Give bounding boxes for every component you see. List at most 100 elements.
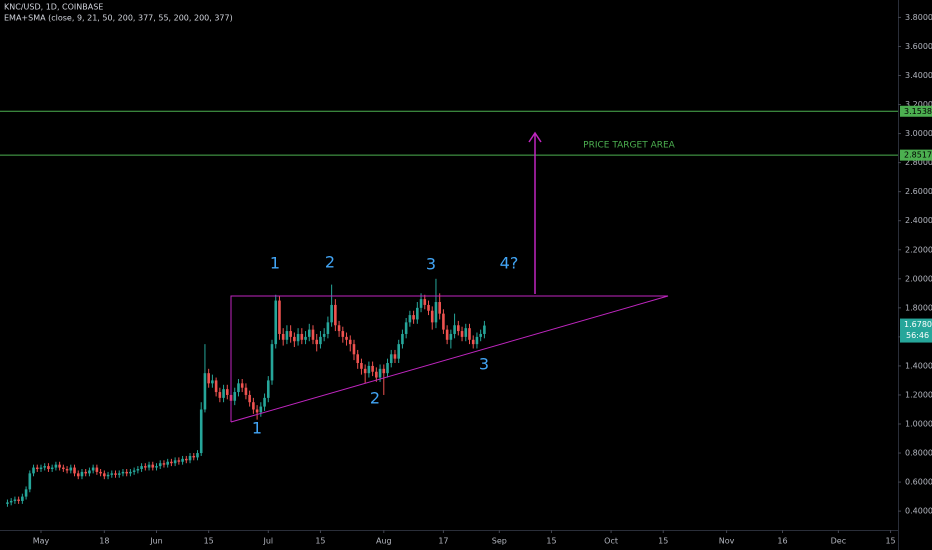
candle-body [293, 336, 296, 342]
candle-body [9, 500, 13, 503]
y-tick-label: 0.6000 [905, 478, 932, 487]
y-tick-label: 2.6000 [905, 187, 932, 196]
candle-body [356, 354, 360, 364]
candle-body [367, 365, 371, 374]
candle-body [285, 331, 289, 340]
candle-body [6, 502, 9, 504]
candle-body [248, 394, 251, 403]
candle-body [233, 392, 237, 401]
candle-body [326, 322, 330, 334]
y-tick-label: 3.6000 [905, 42, 932, 51]
countdown-label: 56:46 [906, 331, 929, 340]
wave-label: 4? [500, 254, 519, 273]
candle-body [13, 499, 17, 501]
candle-body [188, 455, 192, 461]
candle-body [363, 368, 367, 374]
candle-body [84, 471, 88, 474]
y-tick-label: 0.8000 [905, 449, 932, 458]
candle-body [397, 344, 400, 359]
candle-body [91, 467, 95, 471]
candle-body [136, 469, 140, 471]
candle-body [416, 307, 419, 320]
candle-body [296, 333, 300, 342]
candle-body [95, 467, 99, 472]
candle-body [479, 333, 482, 337]
last-price-label: 1.6780 [904, 320, 932, 329]
x-tick-label: May [33, 537, 50, 546]
x-tick-label: Jun [149, 537, 163, 546]
candle-body [483, 325, 486, 334]
candle-body [434, 302, 438, 323]
x-tick-label: 16 [777, 537, 787, 546]
candle-body [464, 328, 468, 337]
candle-body [80, 471, 84, 477]
candle-body [438, 302, 441, 314]
wave-label: 1 [252, 419, 262, 438]
candle-body [222, 389, 225, 398]
wave-label: 3 [479, 355, 489, 374]
x-tick-label: 15 [315, 537, 325, 546]
candle-body [185, 458, 188, 461]
y-tick-label: 2.2000 [905, 245, 932, 254]
candle-body [423, 299, 427, 305]
x-tick-label: Nov [719, 537, 735, 546]
candle-body [162, 463, 166, 465]
candle-body [181, 458, 184, 462]
candle-body [43, 466, 47, 468]
candle-body [382, 368, 386, 374]
candle-body [155, 466, 158, 468]
candle-body [218, 392, 222, 398]
candle-body [427, 304, 430, 311]
candle-body [207, 373, 210, 384]
candle-body [475, 336, 479, 345]
candle-body [21, 496, 24, 501]
candle-body [270, 344, 274, 381]
candle-body [274, 300, 278, 345]
candle-body [393, 354, 397, 359]
target-label: PRICE TARGET AREA [583, 141, 675, 151]
candle-body [453, 325, 456, 334]
candle-body [192, 455, 196, 458]
candle-body [468, 328, 471, 340]
candle-body [225, 389, 229, 395]
triangle-pattern [230, 295, 669, 423]
x-tick-label: 15 [546, 537, 556, 546]
candle-body [76, 473, 80, 477]
candle-body [88, 470, 91, 474]
candle-body [445, 329, 449, 340]
candle-body [419, 299, 423, 308]
x-tick-label: 18 [99, 537, 109, 546]
candle-body [237, 383, 240, 393]
candle-body [203, 373, 207, 410]
candle-body [17, 499, 20, 501]
candle-body [110, 473, 114, 475]
candle-body [173, 460, 177, 464]
candle-body [117, 473, 121, 475]
candle-body [103, 473, 106, 477]
x-tick-label: Oct [604, 537, 618, 546]
price-line-label: 3.1538 [904, 107, 932, 116]
x-tick-label: Jul [262, 537, 273, 546]
x-tick-label: 15 [204, 537, 214, 546]
candle-body [65, 469, 69, 471]
candle-body [311, 329, 315, 340]
wave-label: 2 [325, 253, 335, 272]
y-tick-label: 3.8000 [905, 13, 932, 22]
candle-body [47, 466, 50, 470]
candle-body [73, 467, 76, 474]
candle-body [281, 333, 285, 340]
candle-body [457, 325, 460, 332]
candle-body [54, 464, 58, 468]
candle-body [144, 466, 147, 468]
candle-body [166, 461, 169, 465]
candle-body [300, 333, 304, 340]
x-tick-label: 15 [658, 537, 668, 546]
y-tick-label: 2.8000 [905, 158, 932, 167]
candle-body [129, 471, 132, 474]
candle-body [114, 473, 117, 475]
candle-body [442, 313, 445, 330]
candle-body [28, 473, 32, 490]
candle-body [211, 380, 214, 384]
candle-body [330, 304, 333, 323]
